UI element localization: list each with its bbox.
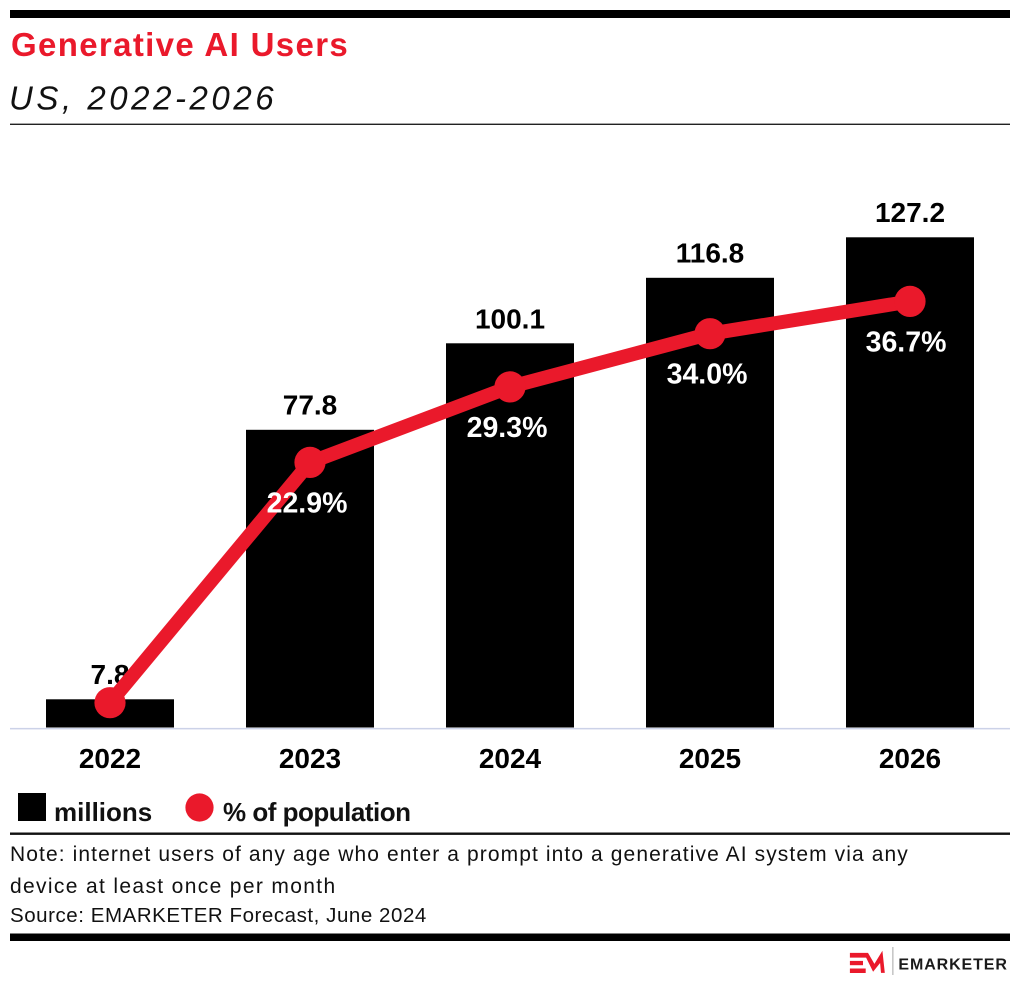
svg-text:EMARKETER: EMARKETER [898,957,1007,974]
svg-text:29.3%: 29.3% [467,412,548,444]
svg-text:device at least once per month: device at least once per month [10,875,337,898]
svg-text:116.8: 116.8 [676,238,745,269]
svg-text:34.0%: 34.0% [667,359,748,391]
svg-text:US, 2022-2026: US, 2022-2026 [9,80,277,117]
svg-text:77.8: 77.8 [283,390,338,421]
svg-text:36.7%: 36.7% [866,326,947,358]
svg-text:2024: 2024 [479,743,542,774]
svg-text:Note: internet users of any ag: Note: internet users of any age who ente… [10,843,909,866]
svg-text:100.1: 100.1 [475,303,545,334]
svg-text:Generative AI Users: Generative AI Users [11,26,349,63]
svg-text:2025: 2025 [679,743,741,774]
svg-text:millions: millions [54,797,152,827]
svg-text:2026: 2026 [879,743,941,774]
svg-text:127.2: 127.2 [875,197,945,228]
svg-text:22.9%: 22.9% [267,487,348,519]
svg-text:2023: 2023 [279,743,341,774]
svg-text:Source: EMARKETER Forecast, Ju: Source: EMARKETER Forecast, June 2024 [10,904,427,927]
svg-text:% of population: % of population [223,797,410,827]
svg-text:2022: 2022 [79,743,141,774]
